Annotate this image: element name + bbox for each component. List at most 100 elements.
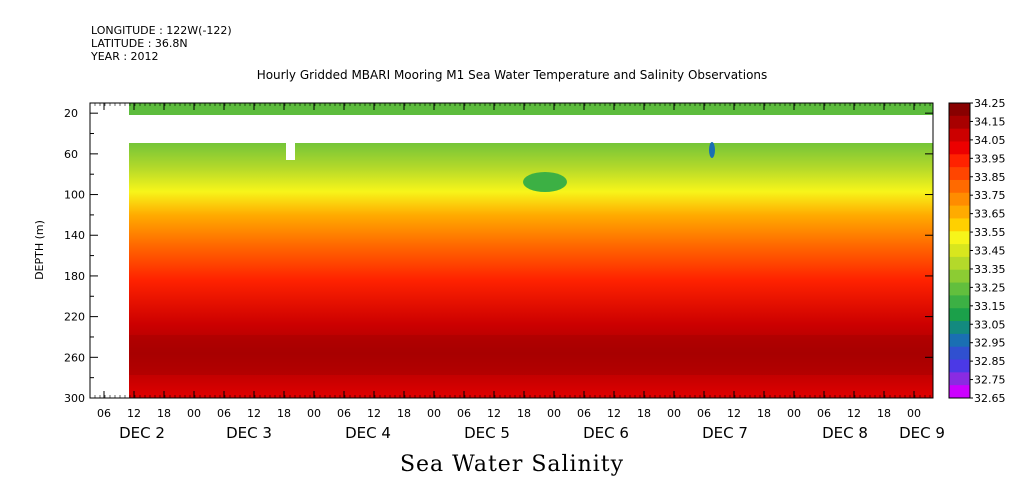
colorbar-label: 33.15 (974, 300, 1006, 313)
colorbar-swatch (949, 308, 970, 322)
colorbar-label: 34.15 (974, 115, 1006, 128)
variable-label: Sea Water Salinity (399, 452, 625, 477)
x-tick-label: 12 (847, 407, 861, 420)
latitude-text: LATITUDE : 36.8N (91, 37, 188, 50)
colorbar-swatch (949, 167, 970, 181)
year-text: YEAR : 2012 (91, 50, 159, 63)
y-tick-label: 260 (64, 351, 85, 364)
x-day-label: DEC 4 (345, 424, 391, 442)
x-tick-label: 18 (157, 407, 171, 420)
colorbar: 34.25 34.15 34.05 33.95 33.85 33.75 33.65 33.55… (948, 97, 1006, 405)
x-tick-label: 00 (307, 407, 321, 420)
x-tick-label: 12 (487, 407, 501, 420)
colorbar-swatch (949, 115, 970, 130)
x-tick-label: 06 (817, 407, 831, 420)
colorbar-swatch (949, 359, 970, 373)
colorbar-label: 33.65 (974, 208, 1006, 221)
x-tick-label: 00 (427, 407, 441, 420)
colorbar-label: 33.35 (974, 263, 1006, 276)
x-day-label: DEC 2 (119, 424, 165, 442)
x-tick-label: 18 (277, 407, 291, 420)
y-tick-label: 300 (64, 392, 85, 405)
colorbar-label: 33.05 (974, 318, 1006, 331)
y-tick-label: 140 (64, 229, 85, 242)
colorbar-label: 32.95 (974, 337, 1006, 350)
no-data-gap (129, 115, 933, 143)
colorbar-swatch (949, 179, 970, 194)
colorbar-swatch (949, 141, 970, 155)
x-day-label: DEC 9 (899, 424, 945, 442)
x-tick-label: 18 (397, 407, 411, 420)
chart-title: Hourly Gridded MBARI Mooring M1 Sea Wate… (256, 68, 768, 82)
x-day-label: DEC 6 (583, 424, 629, 442)
x-tick-label: 18 (637, 407, 651, 420)
x-tick-label: 06 (577, 407, 591, 420)
y-axis-label: DEPTH (m) (33, 220, 46, 280)
x-tick-label: 18 (757, 407, 771, 420)
x-tick-label: 00 (787, 407, 801, 420)
colorbar-swatch (949, 192, 970, 207)
colorbar-swatch (949, 295, 970, 309)
x-tick-label: 00 (907, 407, 921, 420)
y-tick-label: 20 (64, 107, 78, 120)
colorbar-swatch (949, 385, 970, 399)
colorbar-label: 32.75 (974, 374, 1006, 387)
x-tick-label: 06 (697, 407, 711, 420)
x-tick-label: 12 (727, 407, 741, 420)
colorbar-swatch (949, 154, 970, 168)
colorbar-swatch (949, 231, 970, 245)
x-day-label: DEC 3 (226, 424, 272, 442)
salinity-field (129, 103, 933, 398)
fresher-lens (523, 172, 567, 192)
x-tick-label: 18 (877, 407, 891, 420)
colorbar-label: 33.85 (974, 171, 1006, 184)
surface-strip (129, 103, 933, 115)
no-data-notch (286, 143, 295, 160)
colorbar-label: 34.05 (974, 134, 1006, 147)
y-tick-label: 180 (64, 270, 85, 283)
colorbar-label: 32.65 (974, 392, 1006, 405)
colorbar-label: 34.25 (974, 97, 1006, 110)
x-tick-label: 00 (667, 407, 681, 420)
x-tick-label: 00 (547, 407, 561, 420)
colorbar-swatch (949, 269, 970, 284)
colorbar-swatch (949, 205, 970, 219)
colorbar-swatch (949, 103, 970, 117)
y-tick-label: 60 (64, 148, 78, 161)
colorbar-swatch (949, 282, 970, 296)
x-tick-label: 12 (367, 407, 381, 420)
x-tick-label: 18 (517, 407, 531, 420)
x-day-label: DEC 7 (702, 424, 748, 442)
colorbar-label: 33.45 (974, 245, 1006, 258)
x-tick-label: 06 (337, 407, 351, 420)
fresh-spot (709, 142, 715, 158)
y-tick-label: 100 (64, 189, 85, 202)
high-salinity-band (129, 335, 933, 375)
colorbar-swatch (949, 244, 970, 258)
x-day-label: DEC 5 (464, 424, 510, 442)
colorbar-swatch (949, 372, 970, 386)
x-tick-label: 00 (187, 407, 201, 420)
colorbar-label: 33.95 (974, 152, 1006, 165)
plot-frame (89, 102, 934, 399)
x-tick-label: 12 (607, 407, 621, 420)
colorbar-swatch (949, 218, 970, 232)
colorbar-swatch (949, 256, 970, 271)
x-tick-label: 12 (247, 407, 261, 420)
x-day-label: DEC 8 (822, 424, 868, 442)
colorbar-label: 33.55 (974, 226, 1006, 239)
y-axis: 20 60 100 140 180 220 260 300 (64, 107, 933, 405)
colorbar-swatch (949, 128, 970, 142)
colorbar-swatch (949, 333, 970, 348)
y-tick-label: 220 (64, 311, 85, 324)
x-tick-label: 12 (127, 407, 141, 420)
x-axis: 06 12 18 00 06 12 18 00 06 12 18 00 06 12 18 00 06 12 18 00… (89, 103, 945, 442)
x-tick-label: 06 (97, 407, 111, 420)
longitude-text: LONGITUDE : 122W(-122) (91, 24, 232, 37)
colorbar-label: 32.85 (974, 355, 1006, 368)
colorbar-swatch (949, 346, 970, 361)
colorbar-label: 33.25 (974, 281, 1006, 294)
colorbar-label: 33.75 (974, 189, 1006, 202)
colorbar-swatch (949, 321, 970, 335)
